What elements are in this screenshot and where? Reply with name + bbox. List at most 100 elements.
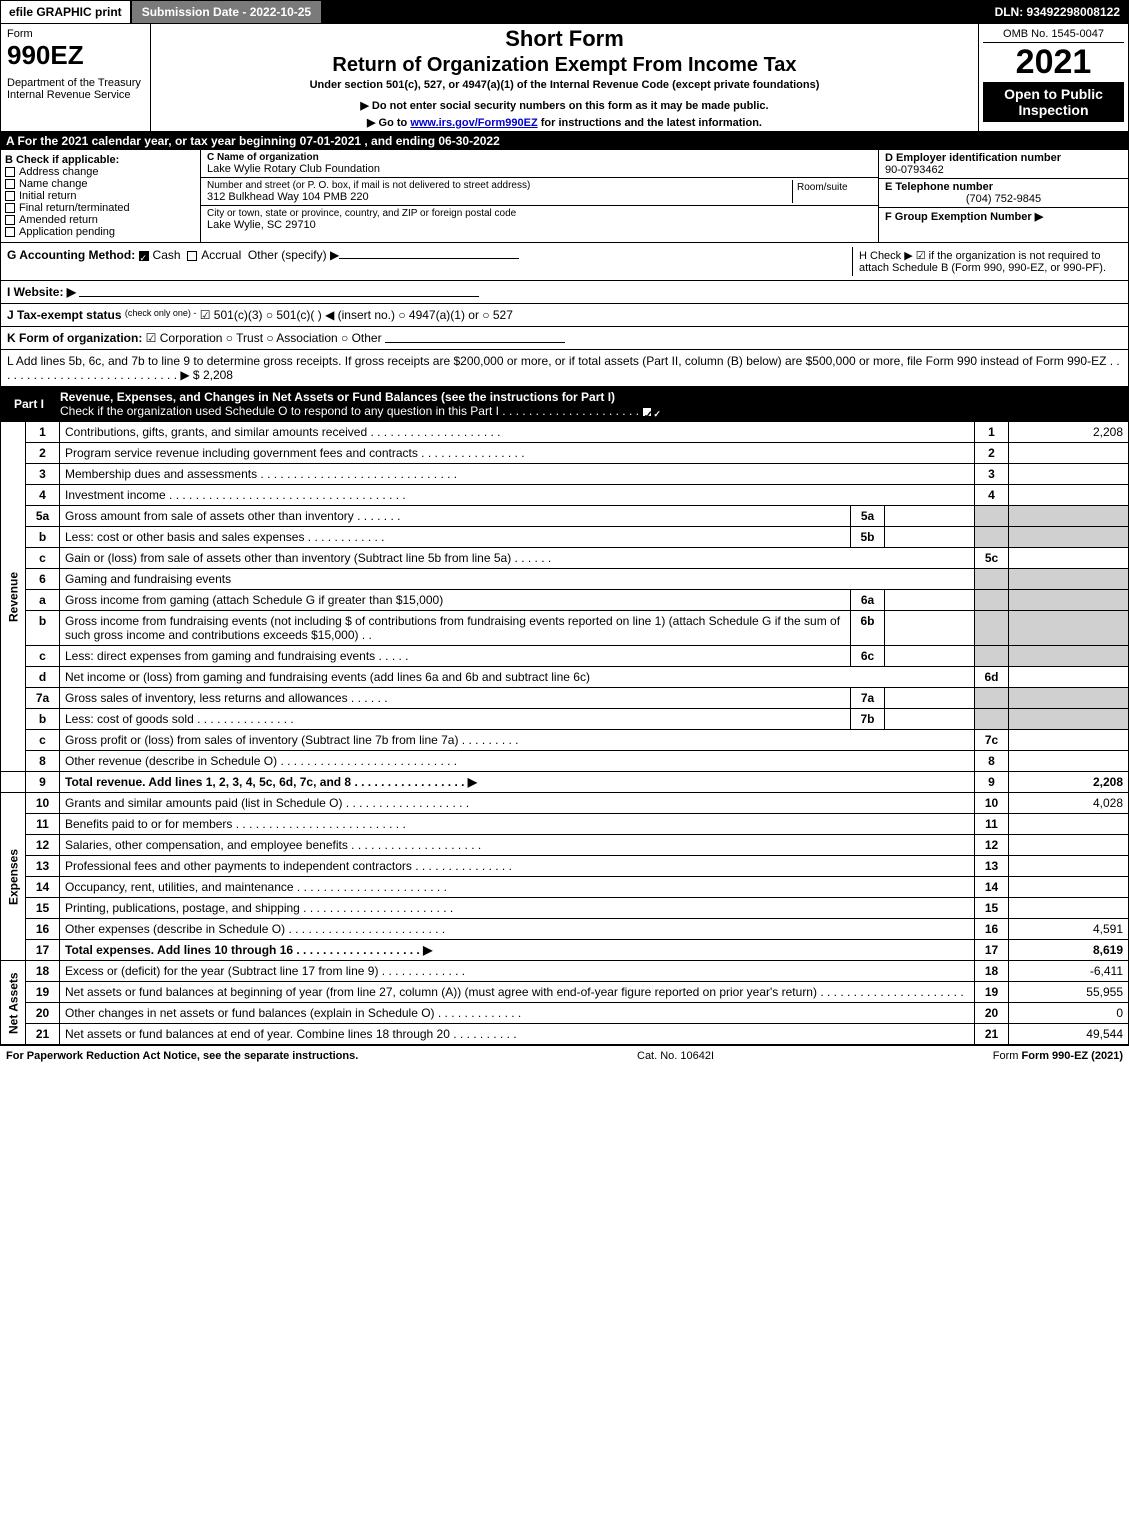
g-accounting: G Accounting Method: Cash Accrual Other … [7,247,852,276]
check-accrual[interactable] [187,251,197,261]
form-word: Form [7,28,144,40]
line-5c: cGain or (loss) from sale of assets othe… [1,548,1129,569]
footer-center: Cat. No. 10642I [637,1050,714,1062]
line-16: 16Other expenses (describe in Schedule O… [1,919,1129,940]
line-10: Expenses 10Grants and similar amounts pa… [1,793,1129,814]
b-label: B Check if applicable: [5,154,196,166]
dept-label: Department of the Treasury Internal Reve… [7,77,144,101]
line-9: 9Total revenue. Add lines 1, 2, 3, 4, 5c… [1,772,1129,793]
line-6a: aGross income from gaming (attach Schedu… [1,590,1129,611]
part-i-header: Part I Revenue, Expenses, and Changes in… [0,387,1129,421]
part-i-title: Revenue, Expenses, and Changes in Net As… [60,390,1123,418]
line-4: 4Investment income . . . . . . . . . . .… [1,485,1129,506]
top-bar: efile GRAPHIC print Submission Date - 20… [0,0,1129,24]
line-17: 17Total expenses. Add lines 10 through 1… [1,940,1129,961]
d-label: D Employer identification number [885,152,1122,164]
section-c: C Name of organization Lake Wylie Rotary… [201,150,878,242]
line-7c: cGross profit or (loss) from sales of in… [1,730,1129,751]
k-row: K Form of organization: ☑ Corporation ○ … [0,327,1129,350]
revenue-vlabel: Revenue [1,422,26,772]
goto-line: ▶ Go to www.irs.gov/Form990EZ for instru… [153,116,976,129]
line-12: 12Salaries, other compensation, and empl… [1,835,1129,856]
line-13: 13Professional fees and other payments t… [1,856,1129,877]
check-address[interactable]: Address change [5,166,196,178]
line-6d: dNet income or (loss) from gaming and fu… [1,667,1129,688]
line-2: 2Program service revenue including gover… [1,443,1129,464]
other-specify-input[interactable] [339,247,519,259]
line-6c: cLess: direct expenses from gaming and f… [1,646,1129,667]
ein-value: 90-0793462 [885,164,1122,176]
i-label: I Website: ▶ [7,285,76,299]
line-6b: bGross income from fundraising events (n… [1,611,1129,646]
line-5b: bLess: cost or other basis and sales exp… [1,527,1129,548]
line-19: 19Net assets or fund balances at beginni… [1,982,1129,1003]
form-number: 990EZ [7,40,144,71]
lines-table: Revenue 1 Contributions, gifts, grants, … [0,421,1129,1045]
part-i-checkbox[interactable]: ✓ [642,407,652,417]
c-name-label: C Name of organization [207,152,872,163]
check-pending[interactable]: Application pending [5,226,196,238]
f-label: F Group Exemption Number ▶ [885,211,1043,223]
f-row: F Group Exemption Number ▶ [879,208,1128,225]
check-final[interactable]: Final return/terminated [5,202,196,214]
k-options[interactable]: ☑ Corporation ○ Trust ○ Association ○ Ot… [146,331,382,345]
e-label: E Telephone number [885,181,1122,193]
topbar-spacer [323,1,986,23]
line-15: 15Printing, publications, postage, and s… [1,898,1129,919]
line-14: 14Occupancy, rent, utilities, and mainte… [1,877,1129,898]
form-subtitle: Under section 501(c), 527, or 4947(a)(1)… [153,79,976,91]
open-public-badge: Open to Public Inspection [983,82,1124,122]
website-input[interactable] [79,285,479,297]
j-label: J Tax-exempt status [7,308,122,322]
section-def: D Employer identification number 90-0793… [878,150,1128,242]
line-7a: 7aGross sales of inventory, less returns… [1,688,1129,709]
goto-post: for instructions and the latest informat… [538,117,762,129]
dln-label: DLN: 93492298008122 [987,1,1128,23]
g-h-row: G Accounting Method: Cash Accrual Other … [0,243,1129,281]
other-specify: Other (specify) ▶ [248,248,339,262]
ssn-warning: ▶ Do not enter social security numbers o… [153,99,976,112]
c-city-label: City or town, state or province, country… [207,208,872,219]
g-label: G Accounting Method: [7,248,135,262]
l-row: L Add lines 5b, 6c, and 7b to line 9 to … [0,350,1129,387]
part-i-check-text: Check if the organization used Schedule … [60,404,639,418]
c-city-row: City or town, state or province, country… [201,206,878,233]
goto-pre: ▶ Go to [367,117,410,129]
expenses-vlabel: Expenses [1,793,26,961]
check-cash[interactable] [139,251,149,261]
check-name[interactable]: Name change [5,178,196,190]
i-row: I Website: ▶ [0,281,1129,304]
c-street-row: Number and street (or P. O. box, if mail… [201,178,878,206]
line-8: 8Other revenue (describe in Schedule O) … [1,751,1129,772]
line-6: 6Gaming and fundraising events [1,569,1129,590]
part-i-label: Part I [6,395,52,413]
line-18: Net Assets 18Excess or (deficit) for the… [1,961,1129,982]
line-20: 20Other changes in net assets or fund ba… [1,1003,1129,1024]
short-form-label: Short Form [153,26,976,52]
info-block: B Check if applicable: Address change Na… [0,150,1129,243]
j-options[interactable]: ☑ 501(c)(3) ○ 501(c)( ) ◀ (insert no.) ○… [200,308,513,322]
efile-label[interactable]: efile GRAPHIC print [1,1,130,23]
line-5a: 5aGross amount from sale of assets other… [1,506,1129,527]
k-other-input[interactable] [385,331,565,343]
header-left: Form 990EZ Department of the Treasury In… [1,24,151,131]
l-text: L Add lines 5b, 6c, and 7b to line 9 to … [7,354,1122,382]
d-row: D Employer identification number 90-0793… [879,150,1128,179]
org-street: 312 Bulkhead Way 104 PMB 220 [207,191,792,203]
omb-number: OMB No. 1545-0047 [983,28,1124,43]
section-a-taxyear: A For the 2021 calendar year, or tax yea… [0,132,1129,150]
check-initial[interactable]: Initial return [5,190,196,202]
form-header: Form 990EZ Department of the Treasury In… [0,24,1129,132]
j-row: J Tax-exempt status (check only one) - ☑… [0,304,1129,327]
page-footer: For Paperwork Reduction Act Notice, see … [0,1045,1129,1066]
k-label: K Form of organization: [7,331,142,345]
org-name: Lake Wylie Rotary Club Foundation [207,163,872,175]
irs-link[interactable]: www.irs.gov/Form990EZ [410,117,537,129]
check-amended[interactable]: Amended return [5,214,196,226]
footer-left: For Paperwork Reduction Act Notice, see … [6,1050,358,1062]
form-title: Return of Organization Exempt From Incom… [153,54,976,77]
e-row: E Telephone number (704) 752-9845 [879,179,1128,208]
org-city: Lake Wylie, SC 29710 [207,219,872,231]
header-right: OMB No. 1545-0047 2021 Open to Public In… [978,24,1128,131]
header-center: Short Form Return of Organization Exempt… [151,24,978,131]
